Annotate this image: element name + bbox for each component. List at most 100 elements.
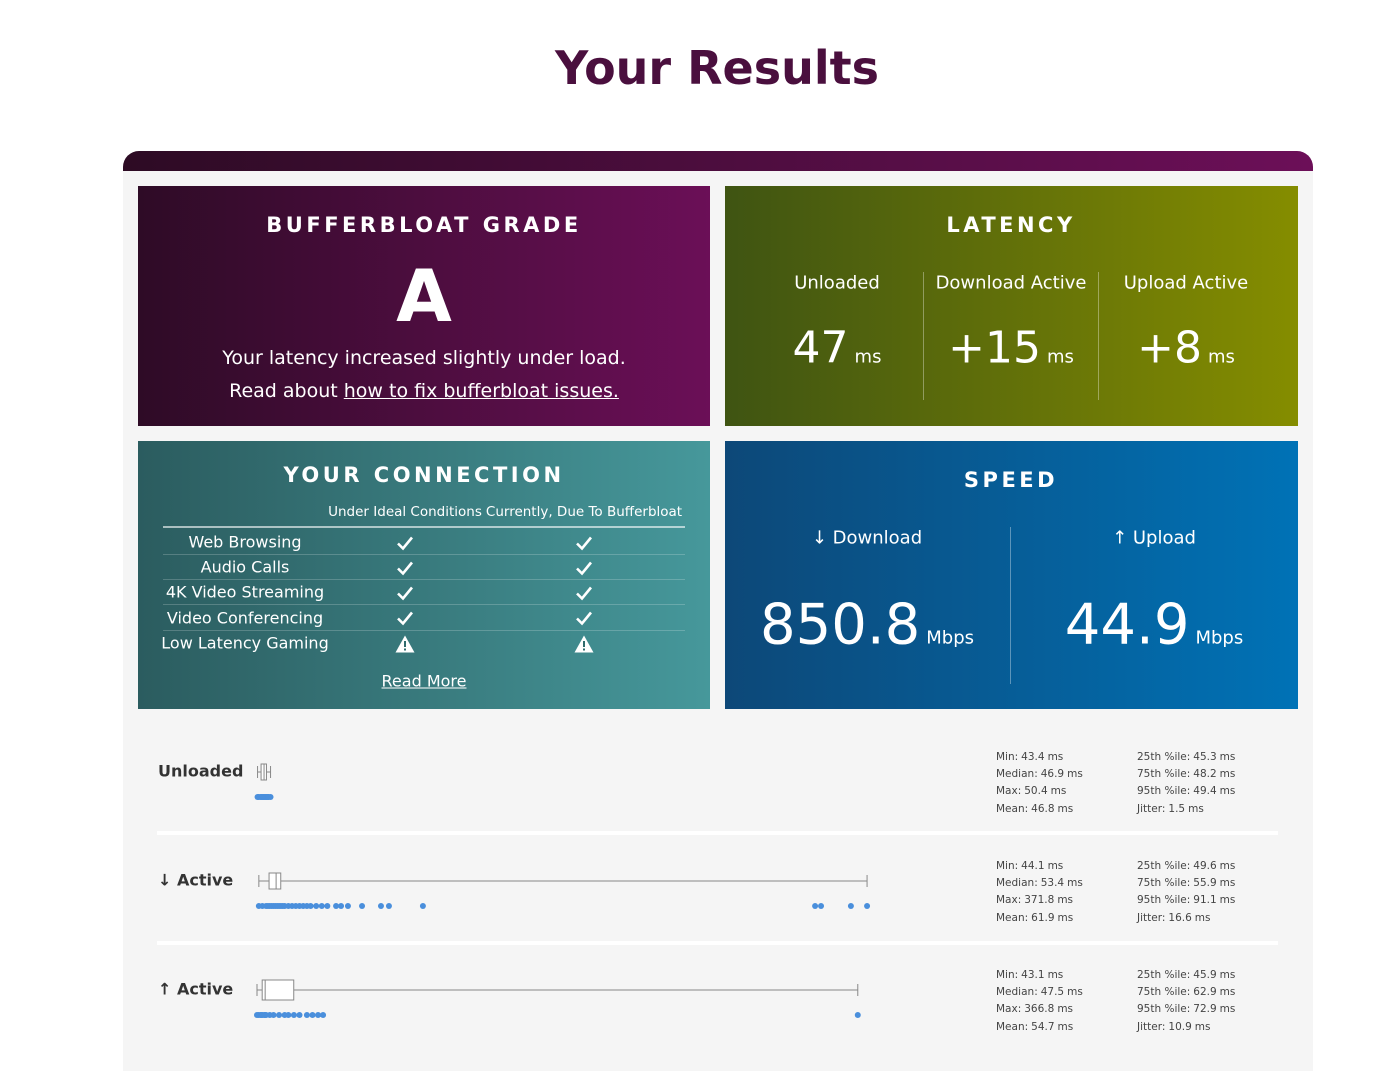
stat-unit: ms <box>1219 768 1236 781</box>
stat-value: 44.1 <box>1021 860 1045 872</box>
stat: 95th %ile: 72.9 ms <box>1137 1003 1235 1015</box>
stat-unit: ms <box>1219 986 1236 999</box>
row-label: Video Conferencing <box>166 608 324 628</box>
stat-value: 55.9 <box>1193 877 1217 890</box>
row-line <box>163 579 685 581</box>
value: +8 <box>1137 322 1202 374</box>
stat-label: 75th %ile: <box>1137 986 1191 999</box>
stat: Median: 46.9 ms <box>996 768 1083 780</box>
stat: Median: 53.4 ms <box>996 877 1083 889</box>
stat-label: Max: <box>996 1003 1022 1016</box>
unit: Mbps <box>926 627 975 649</box>
stat-unit: ms <box>1219 1003 1236 1016</box>
check-icon <box>395 558 415 578</box>
stat-value: 1.5 <box>1168 802 1186 815</box>
page-title: Your Results <box>554 41 880 95</box>
stat-unit: ms <box>1219 894 1236 907</box>
read-prefix: Read about <box>229 380 338 402</box>
row-label: Audio Calls <box>200 557 290 577</box>
stat: Max: 371.8 ms <box>996 894 1073 906</box>
read-more-link[interactable]: Read More <box>381 671 467 691</box>
check-icon <box>395 583 415 603</box>
stat-value: 72.9 <box>1193 1003 1217 1016</box>
stat-label: Median: <box>996 986 1038 999</box>
stat-label: 95th %ile: <box>1137 1003 1191 1016</box>
stat-label: Mean: <box>996 911 1029 924</box>
row-line <box>163 604 685 606</box>
row-label: ↑ Active <box>158 979 234 999</box>
stat-label: 95th %ile: <box>1137 894 1191 907</box>
grade-card <box>138 186 710 426</box>
row-line <box>163 554 685 555</box>
card-title: YOUR CONNECTION <box>283 463 565 487</box>
stat-unit: ms <box>1057 1003 1074 1016</box>
separator <box>157 831 1278 835</box>
unit: ms <box>1207 346 1235 368</box>
divider <box>1098 272 1099 400</box>
stat: Min: 43.4 ms <box>996 751 1063 763</box>
header-bar <box>123 151 1313 171</box>
stat-value: 371.8 <box>1024 894 1055 907</box>
warning-icon <box>574 634 594 654</box>
latency-label: Unloaded <box>794 272 880 294</box>
stat-value: 91.1 <box>1193 894 1217 907</box>
row-label: 4K Video Streaming <box>165 582 325 602</box>
check-icon <box>395 533 415 553</box>
stat: Max: 50.4 ms <box>996 785 1066 797</box>
stat-value: 43.4 <box>1021 751 1045 763</box>
stat-value: 54.7 <box>1031 1020 1055 1033</box>
stat-value: 61.9 <box>1031 911 1055 924</box>
speed-value: 850.8 Mbps <box>760 593 974 658</box>
stat-label: Max: <box>996 785 1022 798</box>
stat-value: 43.1 <box>1021 969 1045 981</box>
card-title: LATENCY <box>946 213 1076 237</box>
stat: Min: 44.1 ms <box>996 860 1063 872</box>
stat-unit: ms <box>1050 785 1067 798</box>
stat-unit: ms <box>1047 751 1064 763</box>
stat-label: Min: <box>996 751 1019 763</box>
row-label: Unloaded <box>158 761 244 781</box>
stat-label: 25th %ile: <box>1137 751 1191 763</box>
latency-value: 47 ms <box>793 323 882 374</box>
divider <box>923 272 924 400</box>
stat-value: 10.9 <box>1168 1020 1192 1033</box>
row-line <box>163 629 685 631</box>
latency-label: Upload Active <box>1123 272 1249 294</box>
stat-value: 46.8 <box>1031 802 1055 815</box>
stat-unit: ms <box>1219 969 1236 981</box>
stat-value: 45.9 <box>1193 969 1217 981</box>
separator <box>157 941 1278 945</box>
stat: 75th %ile: 48.2 ms <box>1137 768 1235 780</box>
stat-unit: ms <box>1057 802 1074 815</box>
stat-unit: ms <box>1194 1020 1211 1033</box>
fix-link[interactable]: how to fix bufferbloat issues. <box>343 380 619 402</box>
stat: Jitter: 16.6 ms <box>1137 912 1210 924</box>
stat: 95th %ile: 91.1 ms <box>1137 894 1235 906</box>
check-icon <box>395 608 415 628</box>
stat-unit: ms <box>1057 911 1074 924</box>
stat-label: Median: <box>996 768 1038 781</box>
stat: 75th %ile: 55.9 ms <box>1137 877 1235 889</box>
value: 44.9 <box>1064 592 1190 658</box>
stat-label: Median: <box>996 877 1038 890</box>
stat-value: 47.5 <box>1040 986 1065 999</box>
stat-value: 366.8 <box>1024 1003 1055 1016</box>
row-label: Web Browsing <box>188 532 302 552</box>
stat-label: Jitter: <box>1137 1020 1166 1033</box>
latency-label: Download Active <box>935 272 1087 294</box>
speed-value: 44.9 Mbps <box>1065 593 1243 658</box>
column-header: Under Ideal Conditions <box>328 504 482 520</box>
speed-label: ↓ Download <box>811 527 923 549</box>
stat-value: 49.6 <box>1193 860 1217 872</box>
unit: Mbps <box>1195 627 1244 649</box>
stat-value: 50.4 <box>1024 785 1048 798</box>
stat: Mean: 54.7 ms <box>996 1021 1073 1033</box>
stat-value: 16.6 <box>1168 911 1192 924</box>
stat: Max: 366.8 ms <box>996 1003 1073 1015</box>
stat-unit: ms <box>1219 860 1236 872</box>
row-label: ↓ Active <box>158 870 234 890</box>
stat-value: 62.9 <box>1193 986 1217 999</box>
stat-label: Max: <box>996 894 1022 907</box>
stat-unit: ms <box>1188 802 1204 815</box>
